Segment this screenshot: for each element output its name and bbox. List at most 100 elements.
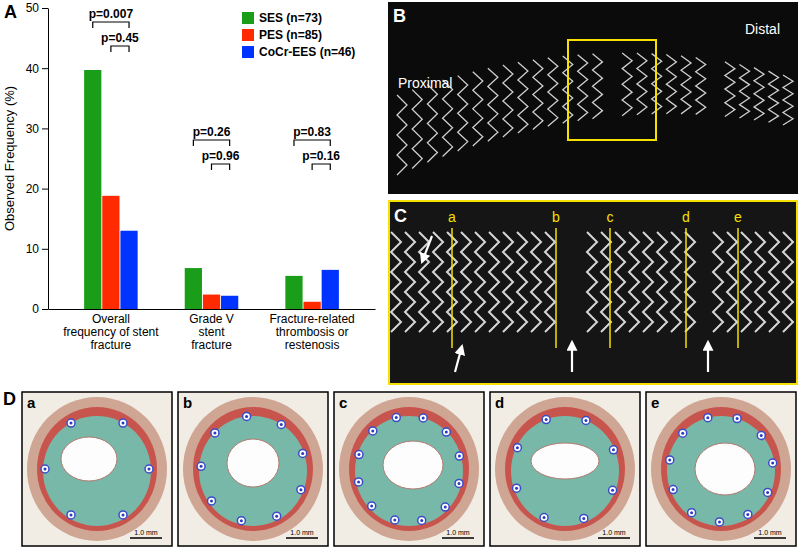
- strut-marker: [681, 432, 684, 435]
- panel-c: abcdeC: [389, 201, 797, 384]
- strut-marker: [370, 504, 373, 507]
- image-frame: [490, 392, 640, 546]
- strut-marker: [582, 517, 585, 520]
- image-background: [490, 392, 640, 546]
- p-value: p=0.83: [293, 125, 331, 139]
- p-bracket: [312, 164, 330, 170]
- strut-marker: [718, 520, 721, 523]
- stent-strut-section: [715, 518, 723, 526]
- category-label-line: Fracture-related: [269, 312, 354, 326]
- stent-strut: [443, 80, 453, 157]
- strut-marker: [515, 487, 518, 490]
- stent-strut-section: [243, 412, 251, 420]
- stent-strut-section: [513, 444, 521, 452]
- strut-marker: [70, 513, 73, 516]
- strut-marker: [612, 448, 615, 451]
- scale-bar: [286, 537, 318, 539]
- neointima: [667, 416, 775, 526]
- strut-marker: [122, 513, 125, 516]
- stent-strut: [615, 232, 625, 332]
- bar: [203, 295, 220, 309]
- strut-marker: [210, 499, 213, 502]
- strut-marker: [444, 506, 447, 509]
- strut-marker: [122, 422, 125, 425]
- stent-strut: [783, 75, 793, 125]
- stent-strut-section: [669, 486, 677, 494]
- bars: [84, 70, 339, 309]
- strut-marker: [668, 458, 671, 461]
- y-tick: 40: [26, 62, 48, 76]
- histology-image: [490, 392, 640, 546]
- strut-marker: [543, 516, 546, 519]
- bar: [102, 196, 119, 309]
- section-line: [451, 228, 453, 348]
- panel-label: D: [3, 389, 16, 409]
- stent-strut: [489, 232, 499, 332]
- stent-strut-section: [208, 497, 216, 505]
- stent-strut-section: [540, 514, 548, 522]
- legend-label: PES (n=85): [259, 28, 322, 42]
- strut-marker: [301, 452, 304, 455]
- stent-strut: [725, 62, 735, 117]
- p-value: p=0.26: [193, 125, 231, 139]
- stent-strut-section: [355, 478, 363, 486]
- strut-marker: [275, 515, 278, 518]
- p-bracket: [93, 22, 129, 28]
- stent-strut: [755, 232, 765, 332]
- strut-marker: [458, 455, 461, 458]
- stent-strut-section: [299, 449, 307, 457]
- strut-marker: [672, 488, 675, 491]
- panel-a: 01020304050Observed Frequency (%)Overall…: [2, 1, 376, 352]
- y-tick-label: 30: [26, 122, 40, 136]
- lumen: [531, 443, 599, 479]
- histology-image: [178, 392, 328, 546]
- stent-strut-section: [441, 503, 449, 511]
- stent-strut-section: [757, 431, 765, 439]
- stent-strut: [622, 53, 632, 116]
- stent-strut-section: [211, 429, 219, 437]
- bar: [84, 70, 101, 309]
- category-label: Overallfrequency of stentfracture: [63, 312, 159, 352]
- p-value: p=0.16: [302, 149, 340, 163]
- p-bracket: [212, 164, 230, 170]
- stent-strut-section: [392, 414, 400, 422]
- p-bracket: [111, 46, 129, 52]
- stent-strut-section: [666, 456, 674, 464]
- stent-strut: [769, 71, 779, 122]
- stent-strut: [405, 232, 415, 332]
- strut-marker: [445, 431, 448, 434]
- p-bracket: [294, 140, 330, 146]
- image-frame: [22, 392, 172, 546]
- y-tick-mark: [42, 249, 48, 250]
- strut-marker: [395, 416, 398, 419]
- neointima: [511, 416, 619, 526]
- section-label: b: [552, 209, 560, 225]
- section-label: c: [339, 394, 347, 411]
- stent-strut-section: [67, 511, 75, 519]
- strut-marker: [771, 461, 774, 464]
- stent-strut-section: [609, 446, 617, 454]
- histology-image: [646, 392, 796, 546]
- scale-bar-label: 1.0 mm: [602, 529, 626, 536]
- scale-bar-label: 1.0 mm: [290, 529, 314, 536]
- strut-marker: [357, 480, 360, 483]
- scale-bar-label: 1.0 mm: [446, 529, 470, 536]
- media: [193, 407, 313, 531]
- media: [661, 407, 781, 531]
- neointima: [43, 416, 151, 526]
- panel-d: Da1.0 mmb1.0 mmc1.0 mmd1.0 mme1.0 mm: [3, 389, 796, 546]
- section-label: a: [27, 394, 36, 411]
- p-bracket: [193, 140, 229, 146]
- section-label: e: [734, 209, 742, 225]
- y-tick-label: 50: [26, 1, 40, 15]
- y-tick-label: 40: [26, 62, 40, 76]
- stent-strut: [681, 56, 691, 114]
- y-axis-line: [48, 9, 49, 310]
- section-line: [685, 228, 687, 348]
- stent-strut: [666, 55, 676, 114]
- stent-strut: [517, 232, 527, 332]
- stent-strut-section: [297, 486, 305, 494]
- panel-b: ProximalDistalB: [388, 2, 798, 194]
- histology-image: [22, 392, 172, 546]
- media: [349, 407, 469, 531]
